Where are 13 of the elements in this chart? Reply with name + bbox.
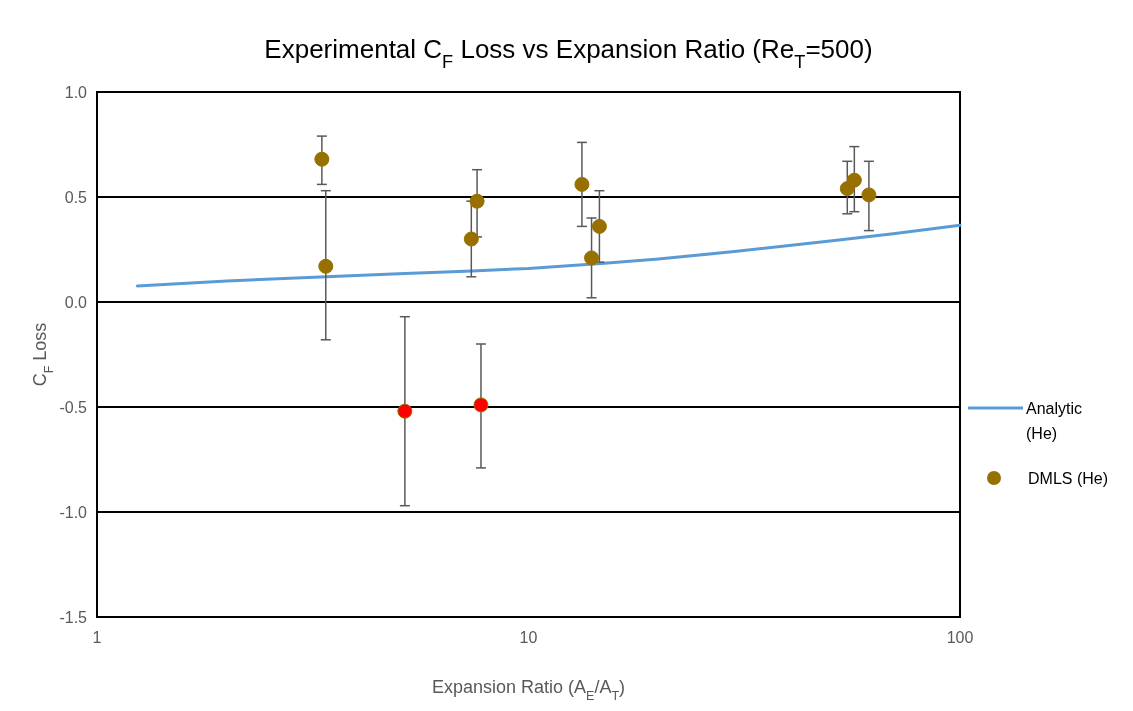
y-tick-label: 0.5	[64, 188, 88, 206]
legend-label: Analytic (He)	[1026, 399, 1083, 443]
y-tick-label: -1.0	[59, 503, 88, 521]
y-tick-label: -1.5	[59, 608, 88, 626]
x-tick-label: 1	[92, 629, 102, 646]
x-tick-label: 10	[519, 629, 538, 646]
chart-title: Experimental C$_{F}$ Loss vs Expansion Ratio (Re$_{T}$=500)	[264, 34, 873, 72]
y-tick-label: -0.5	[59, 398, 88, 416]
x-tick-label: 100	[946, 629, 974, 646]
y-tick-label: 0.0	[64, 293, 88, 311]
y-tick-label: 1.0	[64, 83, 88, 101]
legend-label: DMLS (He)	[1028, 469, 1109, 487]
x-axis-title: Expansion Ratio (A$_{E}$/A$_{T}$)	[431, 677, 626, 703]
